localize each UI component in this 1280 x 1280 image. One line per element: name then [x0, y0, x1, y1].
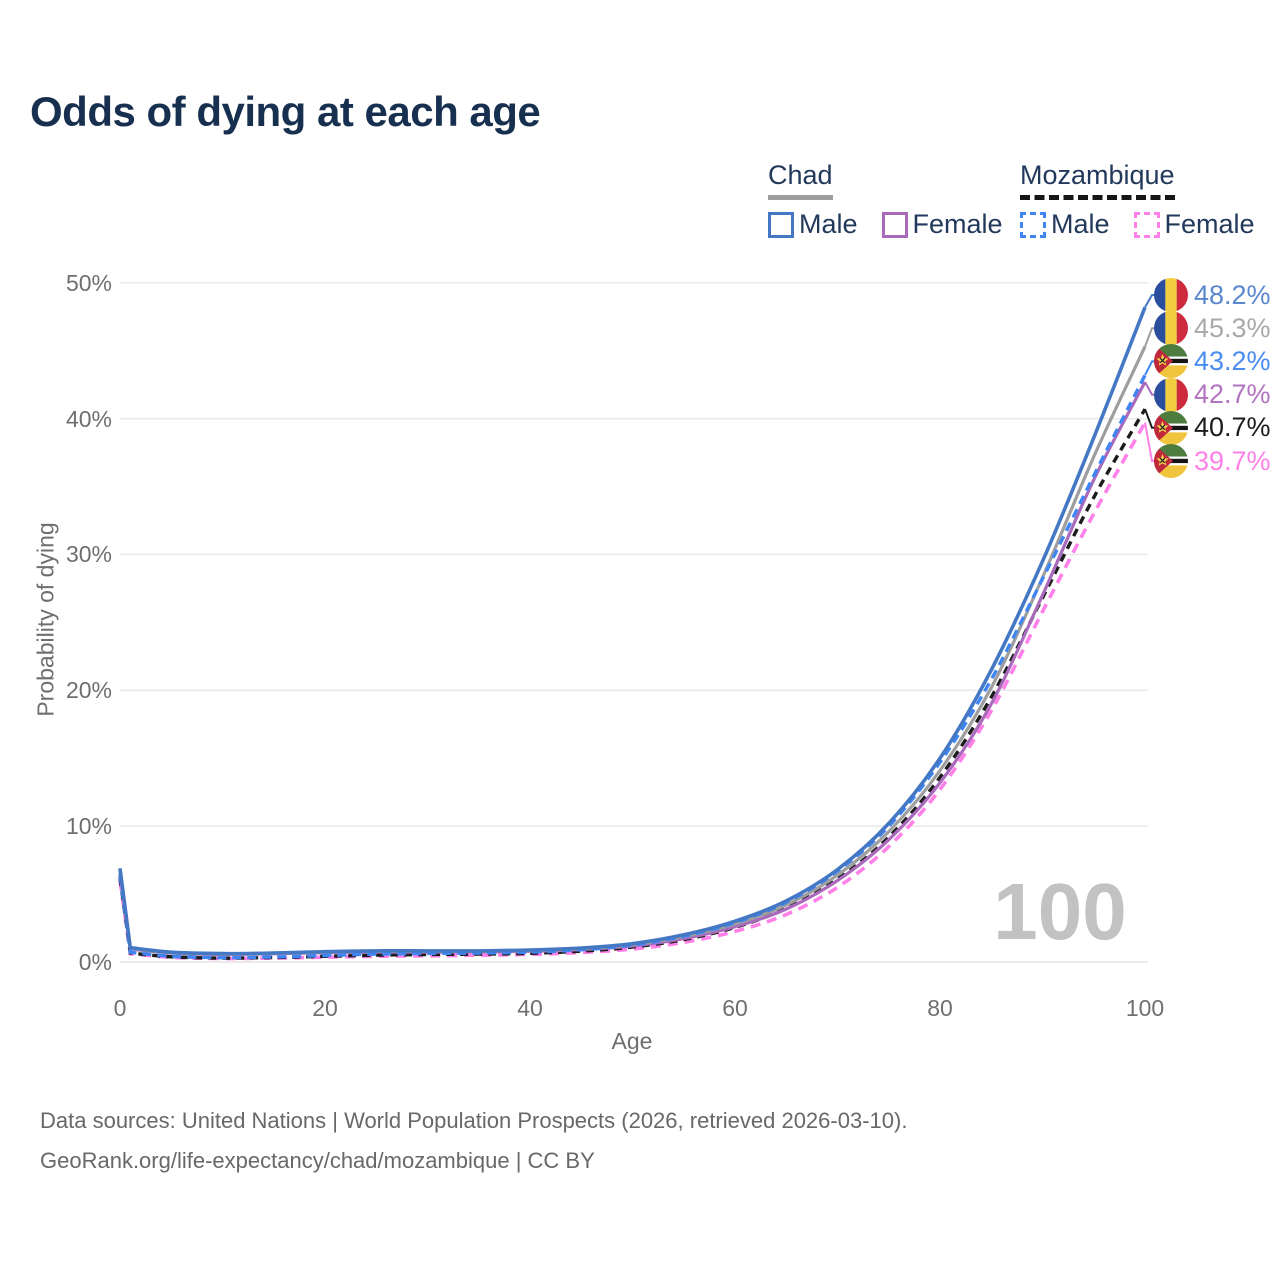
x-tick-20: 20	[312, 995, 338, 1021]
attribution-line: GeoRank.org/life-expectancy/chad/mozambi…	[40, 1148, 595, 1173]
end-label-mozambique-male: 43.2%	[1154, 344, 1271, 379]
legend-item-mozambique-female[interactable]: Female	[1164, 209, 1255, 239]
end-value-label: 39.7%	[1194, 445, 1271, 476]
plot-svg	[118, 281, 1157, 963]
mozambique-flag-icon	[1154, 410, 1188, 445]
y-tick-50: 50%	[65, 269, 112, 296]
legend-group-mozambique: Mozambique Male Female	[1020, 160, 1279, 240]
data-source-line: Data sources: United Nations | World Pop…	[40, 1108, 908, 1133]
legend-country-chad[interactable]: Chad	[768, 160, 833, 200]
end-label-mozambique-all: 40.7%	[1154, 410, 1271, 445]
x-axis-title: Age	[611, 1028, 653, 1054]
y-tick-20: 20%	[65, 677, 112, 704]
legend-group-chad: Chad Male Female	[768, 160, 1027, 240]
legend-swatch-chad-male-icon[interactable]	[768, 211, 794, 238]
page-title: Odds of dying at each age	[30, 88, 541, 135]
legend-swatch-chad-female-icon[interactable]	[881, 211, 908, 238]
series-line-chad-male[interactable]	[118, 306, 1147, 956]
x-tick-60: 60	[722, 995, 748, 1021]
x-tick-100: 100	[1125, 995, 1165, 1021]
watermark-age-indicator: 100	[993, 867, 1127, 956]
end-value-label: 40.7%	[1194, 412, 1271, 443]
end-value-label: 45.3%	[1194, 312, 1271, 343]
mozambique-flag-icon	[1154, 444, 1188, 478]
end-value-label: 42.7%	[1194, 379, 1271, 410]
y-tick-30: 30%	[65, 541, 112, 568]
x-tick-0: 0	[113, 995, 127, 1021]
y-tick-40: 40%	[65, 405, 112, 432]
legend-swatch-mozambique-female-icon[interactable]	[1133, 211, 1160, 238]
end-label-chad-female: 42.7%	[1154, 377, 1271, 412]
end-label-chad-male: 48.2%	[1154, 278, 1271, 312]
y-tick-10: 10%	[65, 813, 112, 840]
chad-flag-icon	[1154, 311, 1188, 346]
end-label-chad-all: 45.3%	[1154, 311, 1271, 346]
chad-flag-icon	[1154, 377, 1188, 412]
y-tick-0: 0%	[78, 949, 112, 975]
legend-country-mozambique[interactable]: Mozambique	[1020, 160, 1175, 200]
legend-item-mozambique-male[interactable]: Male	[1051, 209, 1110, 239]
legend-swatch-mozambique-male-icon[interactable]	[1020, 211, 1046, 238]
series-line-chad-all[interactable]	[118, 345, 1147, 956]
legend-item-chad-female[interactable]: Female	[912, 209, 1003, 239]
end-value-label: 43.2%	[1194, 345, 1271, 376]
end-value-label: 48.2%	[1194, 279, 1271, 310]
x-tick-80: 80	[927, 995, 953, 1021]
chad-flag-icon	[1154, 278, 1188, 312]
x-tick-40: 40	[517, 995, 543, 1021]
mozambique-flag-icon	[1154, 344, 1188, 379]
end-label-mozambique-female: 39.7%	[1154, 444, 1271, 478]
legend-item-chad-male[interactable]: Male	[799, 209, 858, 239]
